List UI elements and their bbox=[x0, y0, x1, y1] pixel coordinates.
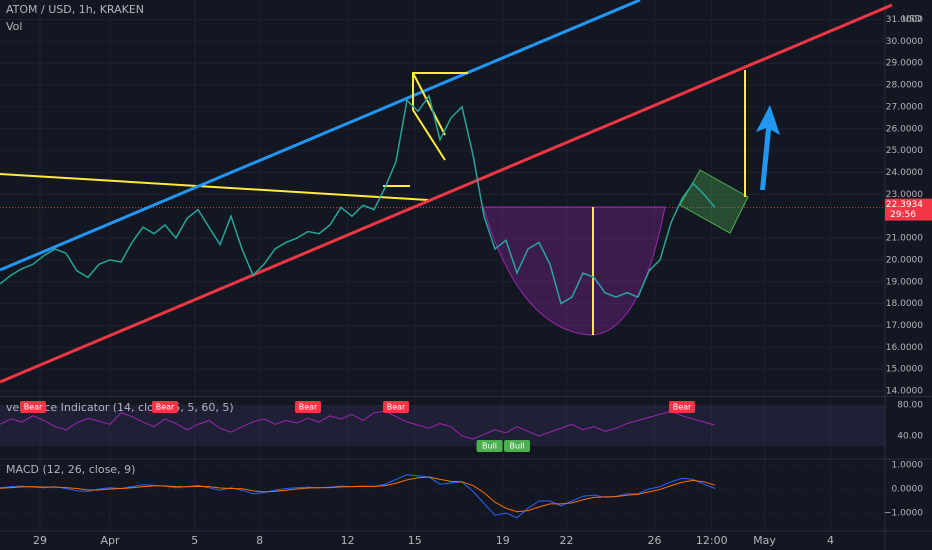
x-tick-label: 8 bbox=[256, 534, 263, 547]
last-price-label: 22.3934 bbox=[886, 200, 923, 210]
y-tick-label: 18.0000 bbox=[886, 299, 923, 309]
y-tick-label: 19.0000 bbox=[886, 277, 923, 287]
cup-shape bbox=[482, 206, 666, 336]
trendline bbox=[0, 173, 429, 201]
series-line bbox=[0, 476, 716, 513]
y-tick-label: 1.0000 bbox=[892, 461, 924, 471]
x-tick-label: May bbox=[753, 534, 776, 547]
signal-label: Bull bbox=[482, 442, 497, 451]
signal-badge bbox=[669, 401, 696, 413]
flag bbox=[412, 72, 468, 161]
y-tick-label: 15.0000 bbox=[886, 365, 923, 375]
signal-label: Bear bbox=[387, 403, 406, 412]
last-price-box bbox=[885, 198, 932, 221]
x-tick-label: 22 bbox=[560, 534, 574, 547]
y-tick-label: 40.00 bbox=[897, 431, 923, 441]
channel-bottom bbox=[0, 3, 893, 384]
y-tick-label: 27.0000 bbox=[886, 102, 923, 112]
y-tick-label: 14.0000 bbox=[886, 387, 923, 397]
countdown: 29:56 bbox=[890, 210, 916, 220]
y-tick-label: 28.0000 bbox=[886, 81, 923, 91]
y-tick-label: 23.0000 bbox=[886, 190, 923, 200]
signal-label: Bear bbox=[673, 403, 692, 412]
signal-badge bbox=[152, 401, 179, 413]
series-line bbox=[0, 94, 716, 305]
x-tick-label: 26 bbox=[648, 534, 662, 547]
currency: USD bbox=[902, 15, 921, 25]
signal-badge bbox=[295, 401, 322, 413]
flag bbox=[412, 72, 446, 136]
signal-badge bbox=[383, 401, 410, 413]
x-tick-label: 15 bbox=[408, 534, 422, 547]
x-tick-label: 12 bbox=[341, 534, 355, 547]
x-tick-label: 29 bbox=[33, 534, 47, 547]
volume-label: Vol bbox=[6, 20, 22, 33]
signal-badge bbox=[476, 440, 503, 452]
rsi-band bbox=[0, 404, 885, 446]
y-tick-label: 29.0000 bbox=[886, 59, 923, 69]
indicator-title: MACD (12, 26, close, 9) bbox=[6, 463, 135, 476]
y-tick-label: 25.0000 bbox=[886, 146, 923, 156]
y-tick-label: 16.0000 bbox=[886, 343, 923, 353]
signal-badge bbox=[20, 401, 47, 413]
signal-badge bbox=[504, 440, 531, 452]
chart-title: ATOM / USD, 1h, KRAKEN bbox=[6, 3, 144, 16]
series-line bbox=[0, 410, 716, 440]
signal-label: Bull bbox=[510, 442, 525, 451]
y-tick-label: 80.00 bbox=[897, 400, 923, 410]
y-tick-label: 30.0000 bbox=[886, 37, 923, 47]
arrow bbox=[756, 105, 780, 190]
y-tick-label: 20.0000 bbox=[886, 255, 923, 265]
signal-label: Bear bbox=[299, 403, 318, 412]
x-tick-label: 4 bbox=[827, 534, 834, 547]
y-tick-label: 0.0000 bbox=[892, 485, 924, 495]
x-tick-label: 5 bbox=[191, 534, 198, 547]
y-tick-label: 17.0000 bbox=[886, 321, 923, 331]
y-tick-label: 21.0000 bbox=[886, 234, 923, 244]
y-tick-label: 31.0000 bbox=[886, 15, 923, 25]
channel-top bbox=[0, 0, 641, 272]
signal-label: Bear bbox=[156, 403, 175, 412]
y-tick-label: 26.0000 bbox=[886, 124, 923, 134]
x-tick-label: 12:00 bbox=[696, 534, 728, 547]
drawings bbox=[0, 0, 893, 384]
y-tick-label: 24.0000 bbox=[886, 168, 923, 178]
x-tick-label: Apr bbox=[100, 534, 120, 547]
signal-label: Bear bbox=[24, 403, 43, 412]
y-tick-label: −1.0000 bbox=[884, 508, 923, 518]
x-tick-label: 19 bbox=[496, 534, 510, 547]
